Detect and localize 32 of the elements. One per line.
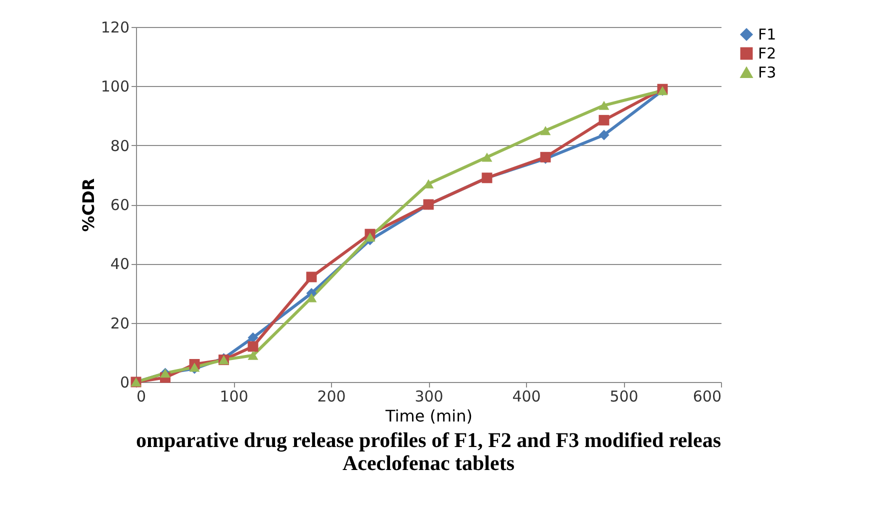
legend-label: F3 [758, 64, 776, 82]
text: omparative drug release profiles of F1, F2 and F3 modified releas [136, 428, 722, 452]
x-tick-label: 500 [610, 388, 638, 406]
y-tick-label: 60 [110, 196, 130, 214]
y-axis-title: %CDR [78, 178, 98, 232]
point [482, 152, 492, 162]
y-tick-label: 40 [110, 255, 130, 274]
x-tick-label: 400 [512, 388, 541, 406]
x-tick-label: 600 [692, 388, 722, 406]
y-tick-label: 20 [110, 314, 130, 332]
point [598, 114, 610, 126]
x-tick-label: 100 [220, 388, 248, 406]
x-axis-title: Time (min) [384, 406, 472, 426]
x-tick-label: 300 [414, 388, 444, 406]
point [540, 126, 551, 136]
point [364, 232, 376, 242]
text: Aceclofenac tablets [342, 451, 515, 475]
legend-label: F1 [758, 26, 776, 44]
point [306, 293, 317, 302]
y-tick-label: 100 [100, 78, 130, 96]
point [248, 341, 258, 352]
point [248, 332, 258, 343]
y-tick-label: 0 [120, 374, 130, 392]
x-tick-label: 200 [317, 388, 346, 406]
point [598, 100, 610, 110]
x-tick-label: 0 [136, 388, 146, 406]
y-tick-label: 80 [110, 136, 130, 155]
y-tick-label: 120 [100, 18, 130, 36]
point [598, 130, 610, 140]
point [248, 350, 258, 360]
point [306, 272, 317, 282]
legend-label: F2 [758, 44, 776, 62]
